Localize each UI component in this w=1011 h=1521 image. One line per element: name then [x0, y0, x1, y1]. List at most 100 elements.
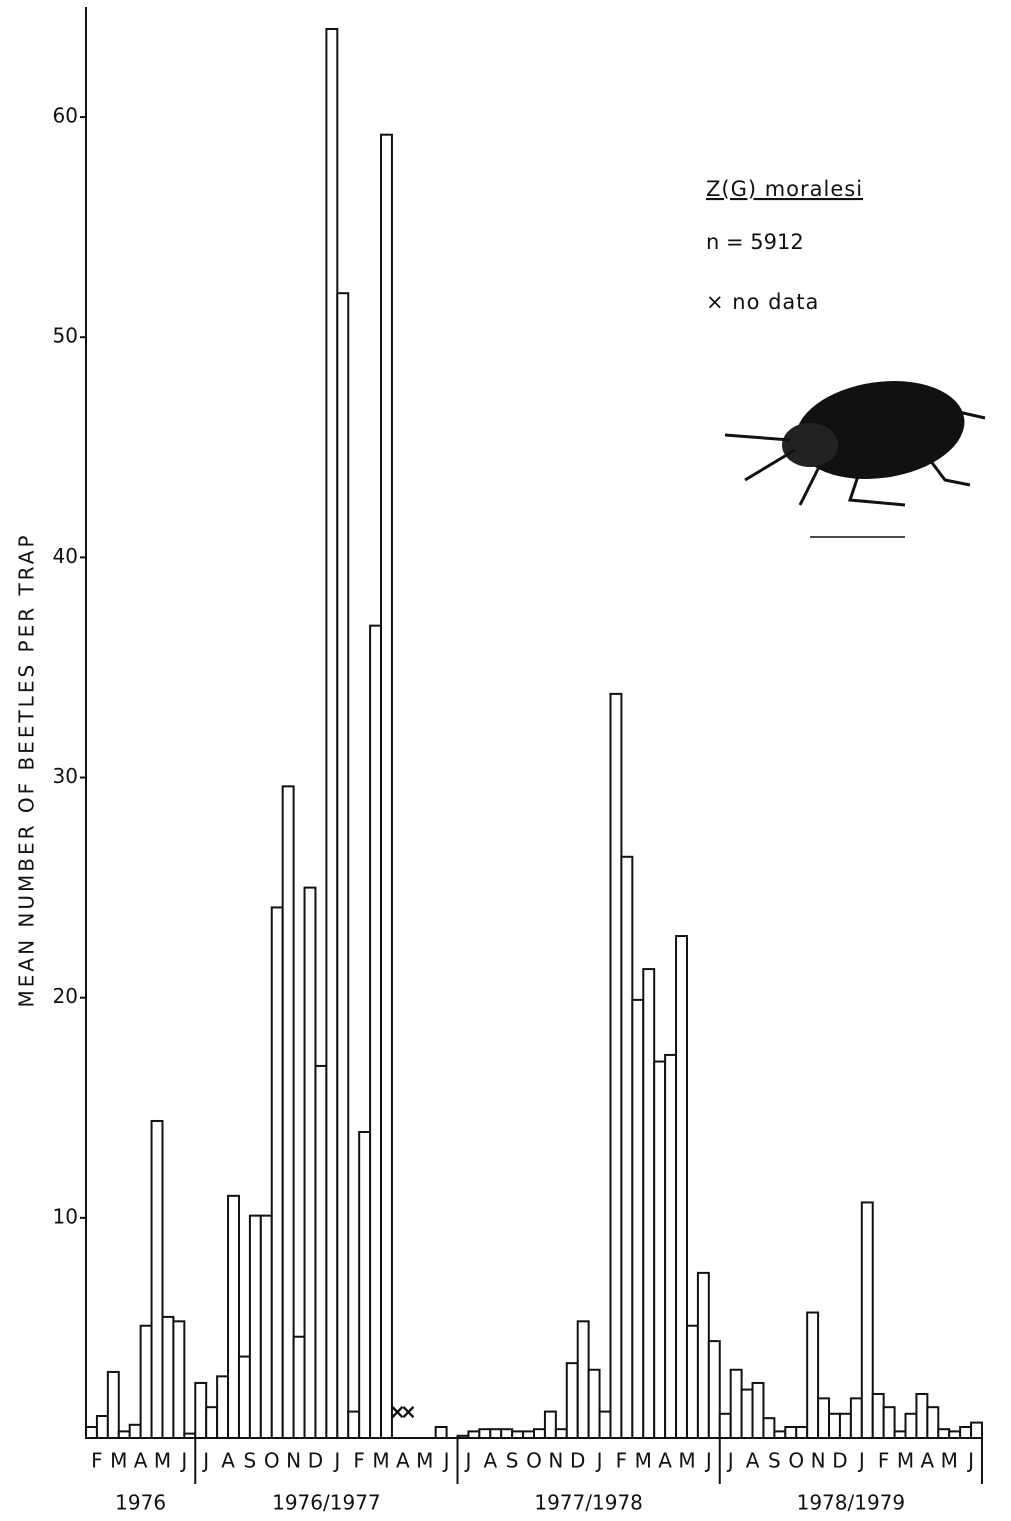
bar	[576, 1320, 590, 1440]
y-tick-label: 10	[53, 1204, 78, 1228]
bar	[347, 1410, 361, 1440]
bar	[620, 855, 634, 1439]
bar	[664, 1053, 678, 1439]
y-axis-label: MEAN NUMBER OF BEETLES PER TRAP	[15, 532, 39, 1007]
bar	[860, 1201, 874, 1440]
bar	[205, 1406, 219, 1440]
x-tick-label: O	[788, 1449, 804, 1473]
bar	[729, 1368, 743, 1440]
bar	[773, 1430, 787, 1440]
x-tick-label: N	[286, 1449, 301, 1473]
x-tick-label: J	[857, 1449, 865, 1473]
bar	[259, 1214, 273, 1440]
beetle-image	[724, 381, 986, 538]
x-tick-label: A	[221, 1449, 235, 1473]
bar	[838, 1412, 852, 1440]
bar	[522, 1430, 536, 1440]
bar	[707, 1340, 721, 1440]
x-tick-label: S	[506, 1449, 519, 1473]
bar	[270, 906, 284, 1439]
bar	[675, 935, 688, 1440]
bar	[653, 1060, 667, 1439]
x-tick-label: J	[704, 1449, 712, 1473]
bar	[565, 1362, 579, 1440]
bar	[849, 1397, 863, 1440]
x-tick-label: A	[396, 1449, 410, 1473]
x-tick-label: M	[678, 1449, 695, 1473]
year-label: 1976/1977	[272, 1491, 381, 1515]
bar	[336, 292, 350, 1440]
bar	[434, 1425, 448, 1440]
bar	[358, 1130, 372, 1440]
year-label: 1978/1979	[797, 1491, 906, 1515]
legend-no-data: × no data	[706, 290, 819, 314]
bar	[871, 1392, 885, 1440]
legend-title: Z(G) moralesi	[706, 177, 863, 201]
bar	[740, 1388, 754, 1440]
x-tick-label: M	[416, 1449, 433, 1473]
bar	[183, 1432, 197, 1440]
bar	[106, 1370, 120, 1440]
bar	[325, 28, 339, 1440]
x-tick-label: A	[921, 1449, 935, 1473]
bar	[314, 1064, 328, 1439]
bar	[817, 1397, 831, 1440]
bar	[806, 1311, 820, 1440]
bar	[795, 1425, 809, 1440]
bar	[85, 1425, 98, 1440]
bar	[970, 1421, 984, 1440]
y-tick-label: 30	[53, 764, 78, 788]
bar	[456, 1434, 470, 1440]
legend-n: n = 5912	[706, 230, 804, 254]
x-tick-label: O	[526, 1449, 542, 1473]
y-tick-label: 40	[53, 544, 78, 568]
x-tick-label: J	[442, 1449, 450, 1473]
y-tick-label: 50	[53, 324, 78, 348]
bar	[598, 1410, 612, 1440]
x-tick-label: D	[832, 1449, 847, 1473]
x-tick-label: M	[154, 1449, 171, 1473]
bar	[194, 1381, 208, 1440]
bar	[543, 1410, 557, 1440]
x-tick-label: S	[244, 1449, 257, 1473]
x-tick-label: A	[658, 1449, 672, 1473]
bar	[685, 1324, 699, 1440]
bar	[784, 1425, 798, 1440]
x-tick-label: M	[372, 1449, 389, 1473]
bar	[303, 886, 317, 1439]
x-tick-label: J	[463, 1449, 471, 1473]
bar	[216, 1375, 230, 1440]
bar	[500, 1428, 514, 1440]
bar	[281, 785, 295, 1439]
bar	[904, 1412, 918, 1440]
bar	[150, 1119, 164, 1440]
x-tick-label: S	[768, 1449, 781, 1473]
bar	[467, 1430, 481, 1440]
x-tick-label: A	[483, 1449, 497, 1473]
bar	[554, 1428, 568, 1440]
x-tick-label: A	[134, 1449, 148, 1473]
bar	[587, 1368, 601, 1440]
bar	[609, 692, 623, 1439]
bar	[642, 968, 656, 1440]
no-data-mark: ×	[400, 1400, 417, 1424]
x-tick-label: J	[179, 1449, 187, 1473]
x-tick-label: D	[570, 1449, 585, 1473]
bar	[751, 1381, 765, 1440]
bar	[139, 1324, 153, 1440]
bar	[828, 1412, 841, 1440]
bar	[937, 1428, 951, 1440]
year-label: 1976	[115, 1491, 166, 1515]
x-tick-label: O	[264, 1449, 280, 1473]
x-tick-label: M	[635, 1449, 652, 1473]
x-tick-label: N	[811, 1449, 826, 1473]
bar	[237, 1355, 251, 1440]
year-label: 1977/1978	[534, 1491, 643, 1515]
bar	[161, 1315, 175, 1440]
bar	[117, 1430, 131, 1440]
bar	[128, 1423, 142, 1440]
bar	[882, 1406, 896, 1440]
bar	[511, 1430, 525, 1440]
bar	[95, 1414, 109, 1440]
x-tick-label: F	[616, 1449, 628, 1473]
